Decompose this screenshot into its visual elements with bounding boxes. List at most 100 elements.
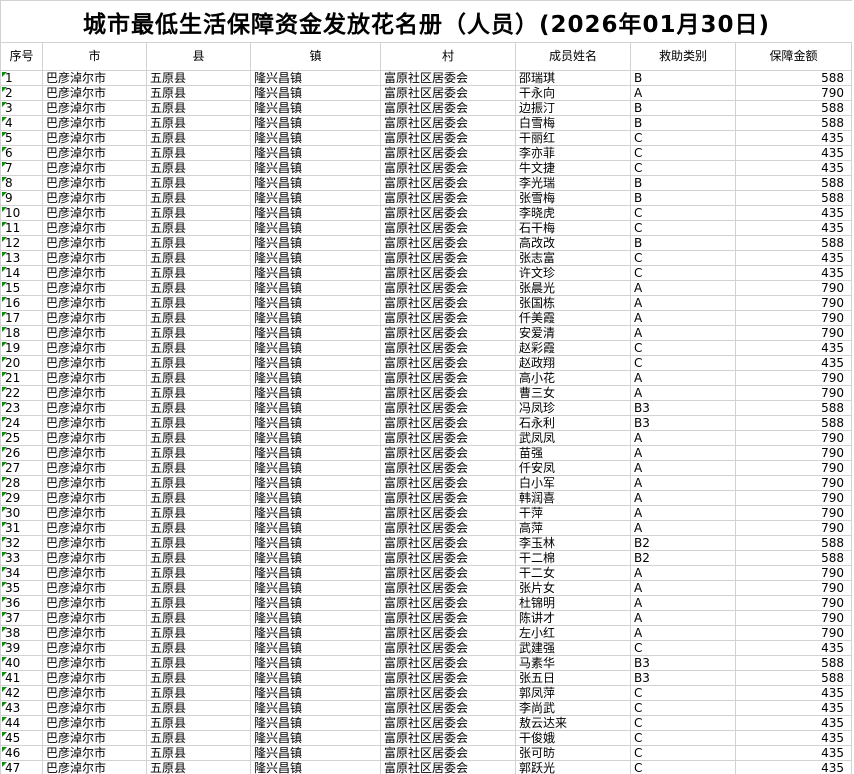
cell-village[interactable]: 富原社区居委会	[381, 251, 516, 266]
cell-category[interactable]: A	[631, 521, 736, 536]
column-header-county[interactable]: 县	[147, 43, 251, 71]
cell-category[interactable]: A	[631, 86, 736, 101]
cell-city[interactable]: 巴彦淖尔市	[43, 701, 147, 716]
cell-amount[interactable]: 588	[736, 176, 852, 191]
cell-seq[interactable]: 40	[1, 656, 43, 671]
cell-village[interactable]: 富原社区居委会	[381, 86, 516, 101]
cell-city[interactable]: 巴彦淖尔市	[43, 86, 147, 101]
cell-village[interactable]: 富原社区居委会	[381, 446, 516, 461]
cell-village[interactable]: 富原社区居委会	[381, 206, 516, 221]
cell-seq[interactable]: 42	[1, 686, 43, 701]
cell-amount[interactable]: 588	[736, 416, 852, 431]
cell-county[interactable]: 五原县	[147, 401, 251, 416]
cell-city[interactable]: 巴彦淖尔市	[43, 596, 147, 611]
cell-county[interactable]: 五原县	[147, 701, 251, 716]
cell-amount[interactable]: 588	[736, 116, 852, 131]
cell-county[interactable]: 五原县	[147, 311, 251, 326]
cell-city[interactable]: 巴彦淖尔市	[43, 416, 147, 431]
cell-name[interactable]: 干俊娥	[516, 731, 631, 746]
cell-amount[interactable]: 790	[736, 326, 852, 341]
cell-seq[interactable]: 46	[1, 746, 43, 761]
cell-county[interactable]: 五原县	[147, 671, 251, 686]
cell-name[interactable]: 张志富	[516, 251, 631, 266]
cell-town[interactable]: 隆兴昌镇	[251, 521, 381, 536]
cell-amount[interactable]: 435	[736, 686, 852, 701]
cell-category[interactable]: B3	[631, 671, 736, 686]
cell-name[interactable]: 高萍	[516, 521, 631, 536]
cell-name[interactable]: 干永向	[516, 86, 631, 101]
cell-category[interactable]: B3	[631, 401, 736, 416]
cell-city[interactable]: 巴彦淖尔市	[43, 176, 147, 191]
cell-seq[interactable]: 34	[1, 566, 43, 581]
cell-village[interactable]: 富原社区居委会	[381, 716, 516, 731]
cell-county[interactable]: 五原县	[147, 506, 251, 521]
cell-seq[interactable]: 13	[1, 251, 43, 266]
cell-village[interactable]: 富原社区居委会	[381, 551, 516, 566]
cell-town[interactable]: 隆兴昌镇	[251, 176, 381, 191]
cell-seq[interactable]: 44	[1, 716, 43, 731]
cell-county[interactable]: 五原县	[147, 431, 251, 446]
cell-village[interactable]: 富原社区居委会	[381, 401, 516, 416]
cell-name[interactable]: 邵瑞琪	[516, 71, 631, 86]
cell-seq[interactable]: 3	[1, 101, 43, 116]
cell-seq[interactable]: 10	[1, 206, 43, 221]
cell-city[interactable]: 巴彦淖尔市	[43, 566, 147, 581]
cell-city[interactable]: 巴彦淖尔市	[43, 116, 147, 131]
cell-name[interactable]: 高小花	[516, 371, 631, 386]
cell-category[interactable]: B2	[631, 536, 736, 551]
cell-seq[interactable]: 17	[1, 311, 43, 326]
cell-town[interactable]: 隆兴昌镇	[251, 71, 381, 86]
cell-name[interactable]: 李光瑞	[516, 176, 631, 191]
cell-category[interactable]: B3	[631, 656, 736, 671]
cell-name[interactable]: 干萍	[516, 506, 631, 521]
cell-village[interactable]: 富原社区居委会	[381, 686, 516, 701]
cell-category[interactable]: C	[631, 206, 736, 221]
cell-category[interactable]: B	[631, 116, 736, 131]
cell-name[interactable]: 白小军	[516, 476, 631, 491]
cell-amount[interactable]: 435	[736, 221, 852, 236]
cell-village[interactable]: 富原社区居委会	[381, 416, 516, 431]
cell-city[interactable]: 巴彦淖尔市	[43, 581, 147, 596]
cell-county[interactable]: 五原县	[147, 206, 251, 221]
cell-town[interactable]: 隆兴昌镇	[251, 161, 381, 176]
cell-amount[interactable]: 790	[736, 566, 852, 581]
cell-name[interactable]: 武凤凤	[516, 431, 631, 446]
cell-town[interactable]: 隆兴昌镇	[251, 146, 381, 161]
cell-amount[interactable]: 588	[736, 536, 852, 551]
cell-seq[interactable]: 4	[1, 116, 43, 131]
cell-name[interactable]: 左小红	[516, 626, 631, 641]
cell-city[interactable]: 巴彦淖尔市	[43, 371, 147, 386]
cell-county[interactable]: 五原县	[147, 356, 251, 371]
cell-village[interactable]: 富原社区居委会	[381, 596, 516, 611]
cell-name[interactable]: 张国栋	[516, 296, 631, 311]
cell-amount[interactable]: 790	[736, 521, 852, 536]
cell-city[interactable]: 巴彦淖尔市	[43, 671, 147, 686]
cell-amount[interactable]: 435	[736, 146, 852, 161]
cell-town[interactable]: 隆兴昌镇	[251, 641, 381, 656]
cell-city[interactable]: 巴彦淖尔市	[43, 356, 147, 371]
cell-seq[interactable]: 22	[1, 386, 43, 401]
cell-amount[interactable]: 435	[736, 701, 852, 716]
cell-name[interactable]: 牛文捷	[516, 161, 631, 176]
cell-city[interactable]: 巴彦淖尔市	[43, 161, 147, 176]
cell-town[interactable]: 隆兴昌镇	[251, 371, 381, 386]
cell-county[interactable]: 五原县	[147, 101, 251, 116]
cell-amount[interactable]: 790	[736, 311, 852, 326]
cell-town[interactable]: 隆兴昌镇	[251, 611, 381, 626]
cell-category[interactable]: C	[631, 686, 736, 701]
cell-seq[interactable]: 1	[1, 71, 43, 86]
cell-amount[interactable]: 790	[736, 506, 852, 521]
cell-seq[interactable]: 5	[1, 131, 43, 146]
cell-amount[interactable]: 790	[736, 461, 852, 476]
cell-village[interactable]: 富原社区居委会	[381, 566, 516, 581]
cell-county[interactable]: 五原县	[147, 491, 251, 506]
cell-city[interactable]: 巴彦淖尔市	[43, 611, 147, 626]
cell-category[interactable]: A	[631, 326, 736, 341]
cell-village[interactable]: 富原社区居委会	[381, 641, 516, 656]
cell-city[interactable]: 巴彦淖尔市	[43, 131, 147, 146]
cell-village[interactable]: 富原社区居委会	[381, 356, 516, 371]
cell-city[interactable]: 巴彦淖尔市	[43, 296, 147, 311]
cell-town[interactable]: 隆兴昌镇	[251, 251, 381, 266]
cell-category[interactable]: A	[631, 461, 736, 476]
cell-name[interactable]: 干二女	[516, 566, 631, 581]
